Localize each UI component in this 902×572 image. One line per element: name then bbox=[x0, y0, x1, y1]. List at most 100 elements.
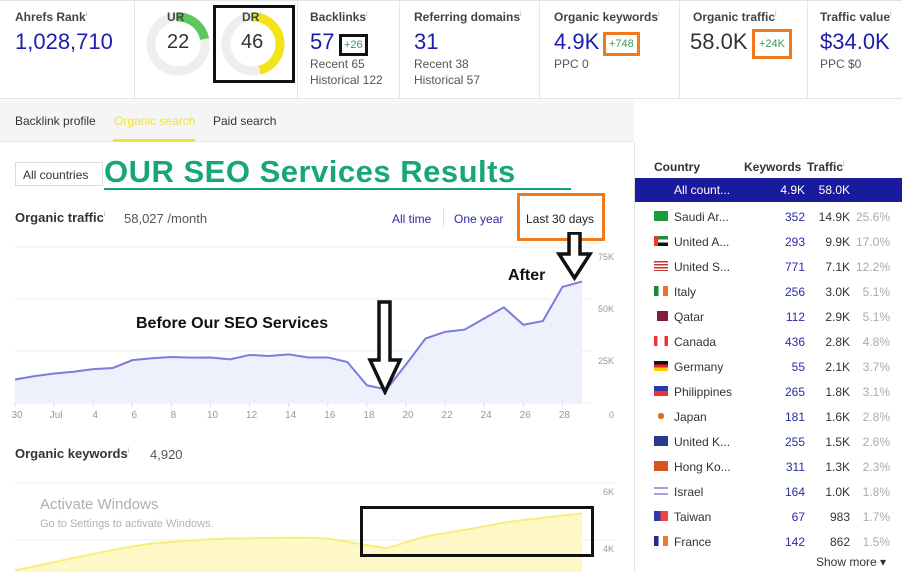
range-one-year[interactable]: One year bbox=[454, 212, 504, 226]
info-icon[interactable]: i bbox=[366, 11, 368, 18]
country-traffic: 58.0K bbox=[818, 183, 850, 197]
country-traffic: 1.5K bbox=[825, 435, 850, 449]
organic-keywords-total: 4,920 bbox=[150, 447, 183, 462]
country-keywords[interactable]: 112 bbox=[785, 310, 805, 324]
country-keywords[interactable]: 352 bbox=[784, 210, 805, 224]
country-row[interactable]: Saudi Ar... 352 14.9K 25.6% bbox=[635, 205, 902, 229]
country-keywords[interactable]: 311 bbox=[785, 460, 805, 474]
country-name: Qatar bbox=[674, 310, 705, 324]
country-percent: 2.8% bbox=[862, 410, 890, 424]
country-row[interactable]: France 142 862 1.5% bbox=[635, 530, 902, 554]
tab-organic-search[interactable]: Organic search bbox=[114, 114, 196, 128]
country-keywords[interactable]: 771 bbox=[784, 260, 805, 274]
country-percent: 2.6% bbox=[862, 435, 890, 449]
country-row[interactable]: United S... 771 7.1K 12.2% bbox=[635, 255, 902, 279]
country-percent: 1.8% bbox=[862, 485, 890, 499]
country-percent: 12.2% bbox=[855, 260, 890, 274]
backlinks-cell: Backlinksi 57 +26 Recent 65 Historical 1… bbox=[298, 1, 400, 99]
country-keywords[interactable]: 256 bbox=[784, 285, 805, 299]
organic-keywords-ppc: PPC 0 bbox=[554, 57, 589, 71]
country-header[interactable]: Country bbox=[654, 160, 700, 174]
ur-gauge bbox=[146, 12, 210, 76]
info-icon[interactable]: i bbox=[843, 161, 845, 168]
info-icon[interactable]: i bbox=[85, 11, 88, 18]
country-name: Japan bbox=[674, 410, 707, 424]
ur-cell: URi 22 bbox=[135, 1, 213, 99]
country-percent: 3.7% bbox=[862, 360, 890, 374]
flag-icon-gb bbox=[654, 436, 668, 446]
country-percent: 1.5% bbox=[862, 535, 890, 549]
country-name: All count... bbox=[674, 183, 731, 197]
metrics-bar: Ahrefs Ranki 1,028,710 URi 22 DRi 46 Bac… bbox=[0, 0, 902, 99]
tab-backlink-profile[interactable]: Backlink profile bbox=[15, 114, 96, 128]
country-name: Canada bbox=[674, 335, 717, 349]
info-icon[interactable]: i bbox=[259, 11, 261, 18]
country-row[interactable]: Hong Ko... 311 1.3K 2.3% bbox=[635, 455, 902, 479]
traffic-header[interactable]: Traffici bbox=[807, 160, 845, 174]
country-row[interactable]: Qatar 112 2.9K 5.1% bbox=[635, 305, 902, 329]
range-highlight-box bbox=[517, 193, 605, 241]
divider bbox=[443, 209, 444, 227]
x-tick-label: 8 bbox=[171, 410, 177, 421]
country-keywords[interactable]: 293 bbox=[784, 235, 805, 249]
country-traffic: 9.9K bbox=[825, 235, 850, 249]
tab-paid-search[interactable]: Paid search bbox=[213, 114, 277, 128]
country-traffic: 2.1K bbox=[825, 360, 850, 374]
country-row[interactable]: Germany 55 2.1K 3.7% bbox=[635, 355, 902, 379]
country-row[interactable]: Canada 436 2.8K 4.8% bbox=[635, 330, 902, 354]
info-icon[interactable]: i bbox=[775, 11, 777, 18]
highlight-box bbox=[360, 506, 594, 557]
country-percent: 17.0% bbox=[855, 235, 890, 249]
info-icon[interactable]: i bbox=[127, 447, 130, 455]
banner-underline bbox=[104, 188, 571, 190]
country-name: Philippines bbox=[674, 385, 733, 399]
x-tick-label: 4 bbox=[92, 410, 98, 421]
country-name: Taiwan bbox=[674, 510, 712, 524]
arrow-down-icon bbox=[555, 232, 594, 282]
info-icon[interactable]: i bbox=[184, 11, 186, 18]
flag-icon-us bbox=[654, 261, 668, 271]
country-row[interactable]: Philippines 265 1.8K 3.1% bbox=[635, 380, 902, 404]
country-keywords[interactable]: 181 bbox=[784, 410, 805, 424]
y-tick-label: 0 bbox=[609, 410, 614, 420]
x-tick-label: 14 bbox=[285, 410, 297, 421]
info-icon[interactable]: i bbox=[658, 11, 660, 18]
country-row[interactable]: United A... 293 9.9K 17.0% bbox=[635, 230, 902, 254]
keywords-header[interactable]: Keywords bbox=[744, 160, 802, 174]
country-traffic: 983 bbox=[829, 510, 850, 524]
range-last-30-days[interactable]: Last 30 days bbox=[526, 212, 595, 226]
range-all-time[interactable]: All time bbox=[392, 212, 432, 226]
country-row-all[interactable]: All count... 4.9K 58.0K bbox=[635, 178, 902, 202]
country-name: France bbox=[674, 535, 712, 549]
info-icon[interactable]: i bbox=[890, 11, 892, 18]
country-select[interactable]: All countries bbox=[15, 162, 103, 186]
country-percent: 5.1% bbox=[862, 285, 890, 299]
info-icon[interactable]: i bbox=[520, 11, 522, 18]
country-keywords[interactable]: 164 bbox=[784, 485, 805, 499]
show-more-button[interactable]: Show more ▾ bbox=[816, 555, 887, 569]
y-tick-label: 25K bbox=[598, 356, 614, 366]
country-keywords[interactable]: 67 bbox=[791, 510, 805, 524]
country-traffic: 1.3K bbox=[825, 460, 850, 474]
ur-gauge-arc bbox=[146, 12, 210, 76]
country-keywords[interactable]: 255 bbox=[784, 435, 805, 449]
backlinks-label: Backlinks bbox=[310, 10, 367, 24]
country-row[interactable]: Taiwan 67 983 1.7% bbox=[635, 505, 902, 529]
country-keywords[interactable]: 142 bbox=[784, 535, 805, 549]
country-row[interactable]: Italy 256 3.0K 5.1% bbox=[635, 280, 902, 304]
country-name: Israel bbox=[674, 485, 704, 499]
x-tick-label: 10 bbox=[207, 410, 219, 421]
x-tick-label: 28 bbox=[559, 410, 571, 421]
info-icon[interactable]: i bbox=[103, 211, 106, 219]
country-keywords[interactable]: 55 bbox=[791, 360, 805, 374]
country-row[interactable]: United K... 255 1.5K 2.6% bbox=[635, 430, 902, 454]
country-name: Hong Ko... bbox=[674, 460, 731, 474]
country-row[interactable]: Israel 164 1.0K 1.8% bbox=[635, 480, 902, 504]
country-keywords[interactable]: 265 bbox=[784, 385, 805, 399]
referring-domains-historical: Historical 57 bbox=[414, 73, 481, 87]
country-keywords[interactable]: 436 bbox=[784, 335, 805, 349]
banner-title: OUR SEO Services Results bbox=[104, 154, 516, 189]
backlinks-historical: Historical 122 bbox=[310, 73, 383, 87]
flag-icon-qa bbox=[654, 311, 668, 321]
country-row[interactable]: Japan 181 1.6K 2.8% bbox=[635, 405, 902, 429]
